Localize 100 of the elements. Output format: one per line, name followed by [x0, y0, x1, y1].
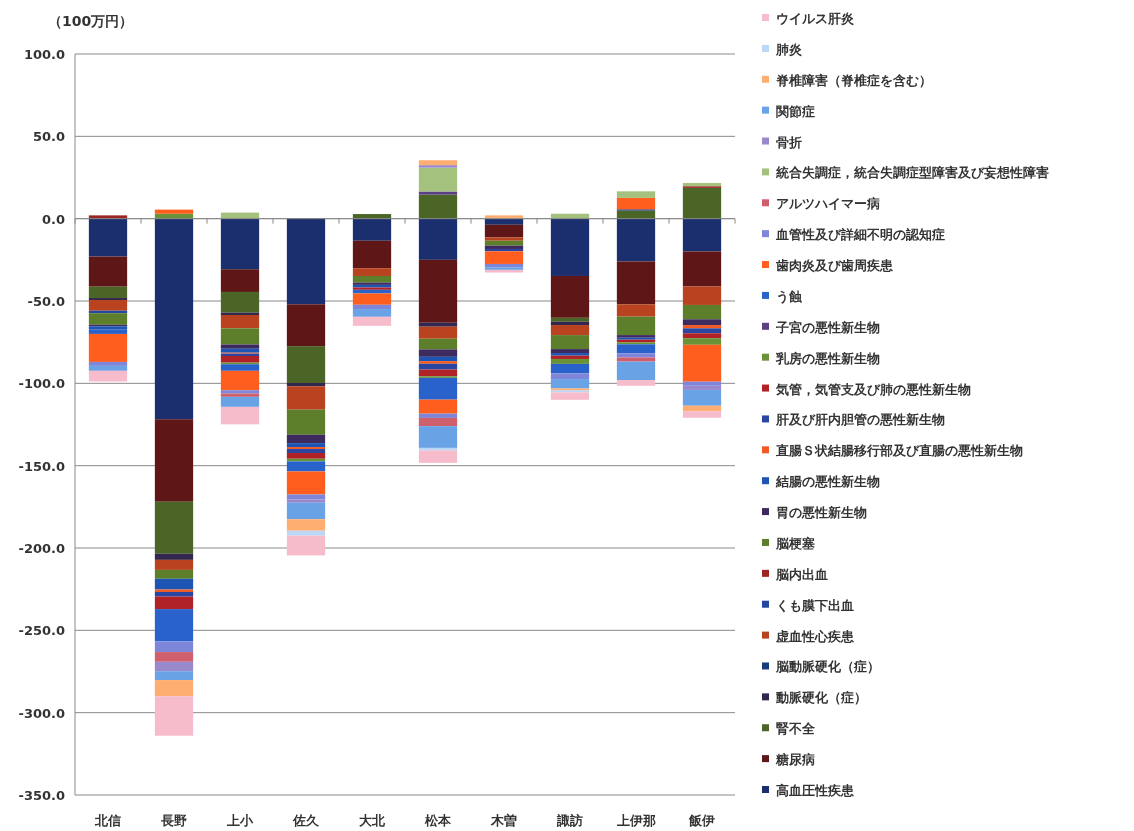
- bar: [550, 363, 590, 374]
- bar: [286, 218, 326, 305]
- bar: [286, 502, 326, 520]
- x-tick-label: 大北: [359, 813, 386, 828]
- bar: [418, 326, 458, 339]
- bar: [418, 361, 458, 364]
- legend-label: くも膜下出血: [776, 597, 854, 613]
- bar: [352, 268, 392, 276]
- bar: [286, 386, 326, 410]
- legend-label: 肝及び肝内胆管の悪性新生物: [775, 412, 945, 428]
- bar: [484, 215, 524, 219]
- bar: [616, 218, 656, 262]
- bar: [220, 344, 260, 349]
- bar: [616, 261, 656, 305]
- bar: [616, 197, 656, 210]
- bar: [154, 661, 194, 672]
- bar: [418, 165, 458, 168]
- x-tick-label: 木曽: [490, 813, 517, 828]
- bar: [682, 344, 722, 382]
- bar: [682, 187, 722, 219]
- legend-label: 気管，気管支及び肺の悪性新生物: [775, 381, 971, 397]
- legend-label: 腎不全: [776, 721, 816, 737]
- legend-label: 胃の悪性新生物: [776, 505, 867, 521]
- bar: [682, 325, 722, 329]
- bar: [682, 286, 722, 305]
- bar: [154, 671, 194, 681]
- bar: [682, 385, 722, 390]
- legend-label: 直腸Ｓ状結腸移行部及び直腸の悪性新生物: [775, 443, 1023, 459]
- bar: [220, 396, 260, 407]
- bar: [286, 530, 326, 536]
- bar: [286, 409, 326, 435]
- bar: [88, 361, 128, 366]
- bar: [220, 370, 260, 391]
- bar: [220, 406, 260, 425]
- bar: [550, 379, 590, 389]
- bar: [550, 321, 590, 326]
- bar: [220, 218, 260, 270]
- legend-label: 脳内出血: [775, 566, 828, 582]
- bar: [418, 447, 458, 451]
- bar: [220, 315, 260, 329]
- bar: [550, 392, 590, 400]
- bar: [616, 361, 656, 381]
- bar: [286, 494, 326, 500]
- bar: [352, 275, 392, 283]
- bar: [418, 218, 458, 260]
- bar: [418, 363, 458, 370]
- bar: [154, 218, 194, 420]
- x-tick-label: 佐久: [292, 813, 320, 828]
- y-tick-label: -50.0: [27, 294, 65, 309]
- legend-label: 脊椎障害（脊椎症を含む）: [776, 72, 932, 88]
- legend-label: 虚血性心疾患: [775, 628, 855, 644]
- bar: [154, 609, 194, 642]
- x-tick-label: 諏訪: [556, 813, 583, 828]
- bar: [220, 269, 260, 292]
- bar: [352, 218, 392, 241]
- bar: [682, 218, 722, 252]
- bar: [154, 553, 194, 560]
- bar: [418, 349, 458, 357]
- bar: [286, 304, 326, 347]
- y-axis-title: （100万円）: [48, 13, 134, 29]
- bar: [220, 348, 260, 353]
- bar: [616, 353, 656, 358]
- bar: [484, 263, 524, 268]
- bar: [418, 160, 458, 166]
- bar: [286, 471, 326, 495]
- bar: [88, 370, 128, 382]
- bar: [682, 251, 722, 287]
- x-tick-label: 北信: [94, 813, 121, 828]
- bar: [682, 182, 722, 187]
- bar: [88, 329, 128, 334]
- y-tick-label: 100.0: [23, 47, 65, 62]
- bar: [418, 417, 458, 427]
- bar: [88, 286, 128, 299]
- bar: [418, 399, 458, 414]
- bar: [286, 535, 326, 556]
- bar: [550, 218, 590, 276]
- bar: [418, 356, 458, 362]
- bar: [154, 591, 194, 597]
- bar: [484, 237, 524, 241]
- bar: [484, 240, 524, 246]
- bar: [154, 578, 194, 590]
- y-tick-label: -200.0: [18, 541, 65, 556]
- bar: [352, 309, 392, 317]
- legend-label: 動脈硬化（症）: [775, 690, 867, 706]
- legend-label: 脳梗塞: [775, 535, 815, 551]
- y-tick-label: -100.0: [18, 376, 65, 392]
- bar: [286, 443, 326, 448]
- bar: [88, 333, 128, 362]
- legend-label: 血管性及び詳細不明の認知症: [775, 227, 945, 243]
- bar: [616, 357, 656, 362]
- bar: [550, 335, 590, 350]
- bar: [154, 209, 194, 214]
- bar: [682, 389, 722, 406]
- legend-label: 糖尿病: [775, 752, 815, 768]
- y-tick-label: -350.0: [18, 788, 65, 803]
- x-tick-label: 飯伊: [688, 813, 715, 828]
- bar: [616, 316, 656, 336]
- bar: [352, 240, 392, 269]
- bar: [616, 191, 656, 198]
- legend-label: アルツハイマー病: [776, 196, 880, 212]
